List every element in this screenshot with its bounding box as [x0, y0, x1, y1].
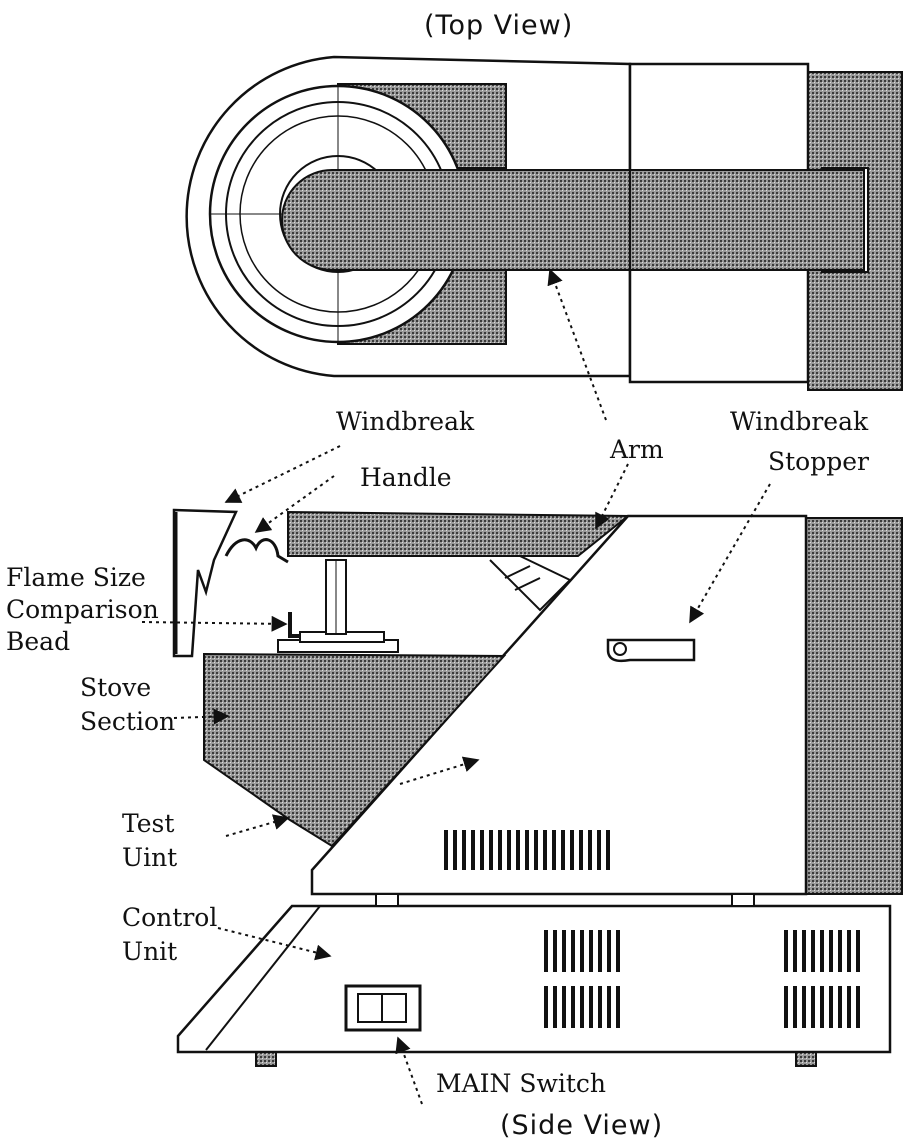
test-unit-vent: [444, 830, 610, 870]
windbreak: [172, 508, 238, 658]
label-windbreak: Windbreak: [336, 407, 475, 436]
label-arm: Arm: [609, 435, 664, 464]
label-flame-size-line2: Comparison: [6, 595, 159, 624]
stove-section: [203, 652, 507, 848]
label-windbreak-stopper-line1: Windbreak: [730, 407, 869, 436]
leader-arrows: [141, 268, 771, 1105]
foot-right: [795, 1051, 817, 1067]
handle: [224, 538, 289, 564]
side-view-title: (Side View): [500, 1110, 663, 1141]
side-view-arm: [287, 510, 631, 557]
label-flame-size-line3: Bead: [6, 627, 70, 656]
top-view: [185, 55, 903, 391]
side-view-back-column: [805, 517, 903, 895]
label-main-switch: MAIN Switch: [436, 1069, 606, 1098]
flame-size-bead: [288, 612, 300, 638]
side-view: [172, 508, 903, 1067]
top-view-title: (Top View): [424, 10, 573, 41]
label-stove-line1: Stove: [80, 673, 151, 702]
control-unit-vents: [544, 930, 860, 1028]
control-unit-body: [176, 904, 892, 1054]
label-control-line1: Control: [122, 903, 217, 932]
foot-left: [255, 1051, 277, 1067]
windbreak-stopper: [606, 638, 696, 663]
label-test-line2: Uint: [122, 843, 177, 872]
label-flame-size-line1: Flame Size: [6, 563, 146, 592]
label-windbreak-stopper-line2: Stopper: [768, 447, 869, 476]
label-control-line2: Unit: [122, 937, 177, 966]
top-view-arm: [281, 169, 865, 271]
label-stove-line2: Section: [80, 707, 175, 736]
label-test-line1: Test: [122, 809, 174, 838]
label-handle: Handle: [360, 463, 452, 492]
